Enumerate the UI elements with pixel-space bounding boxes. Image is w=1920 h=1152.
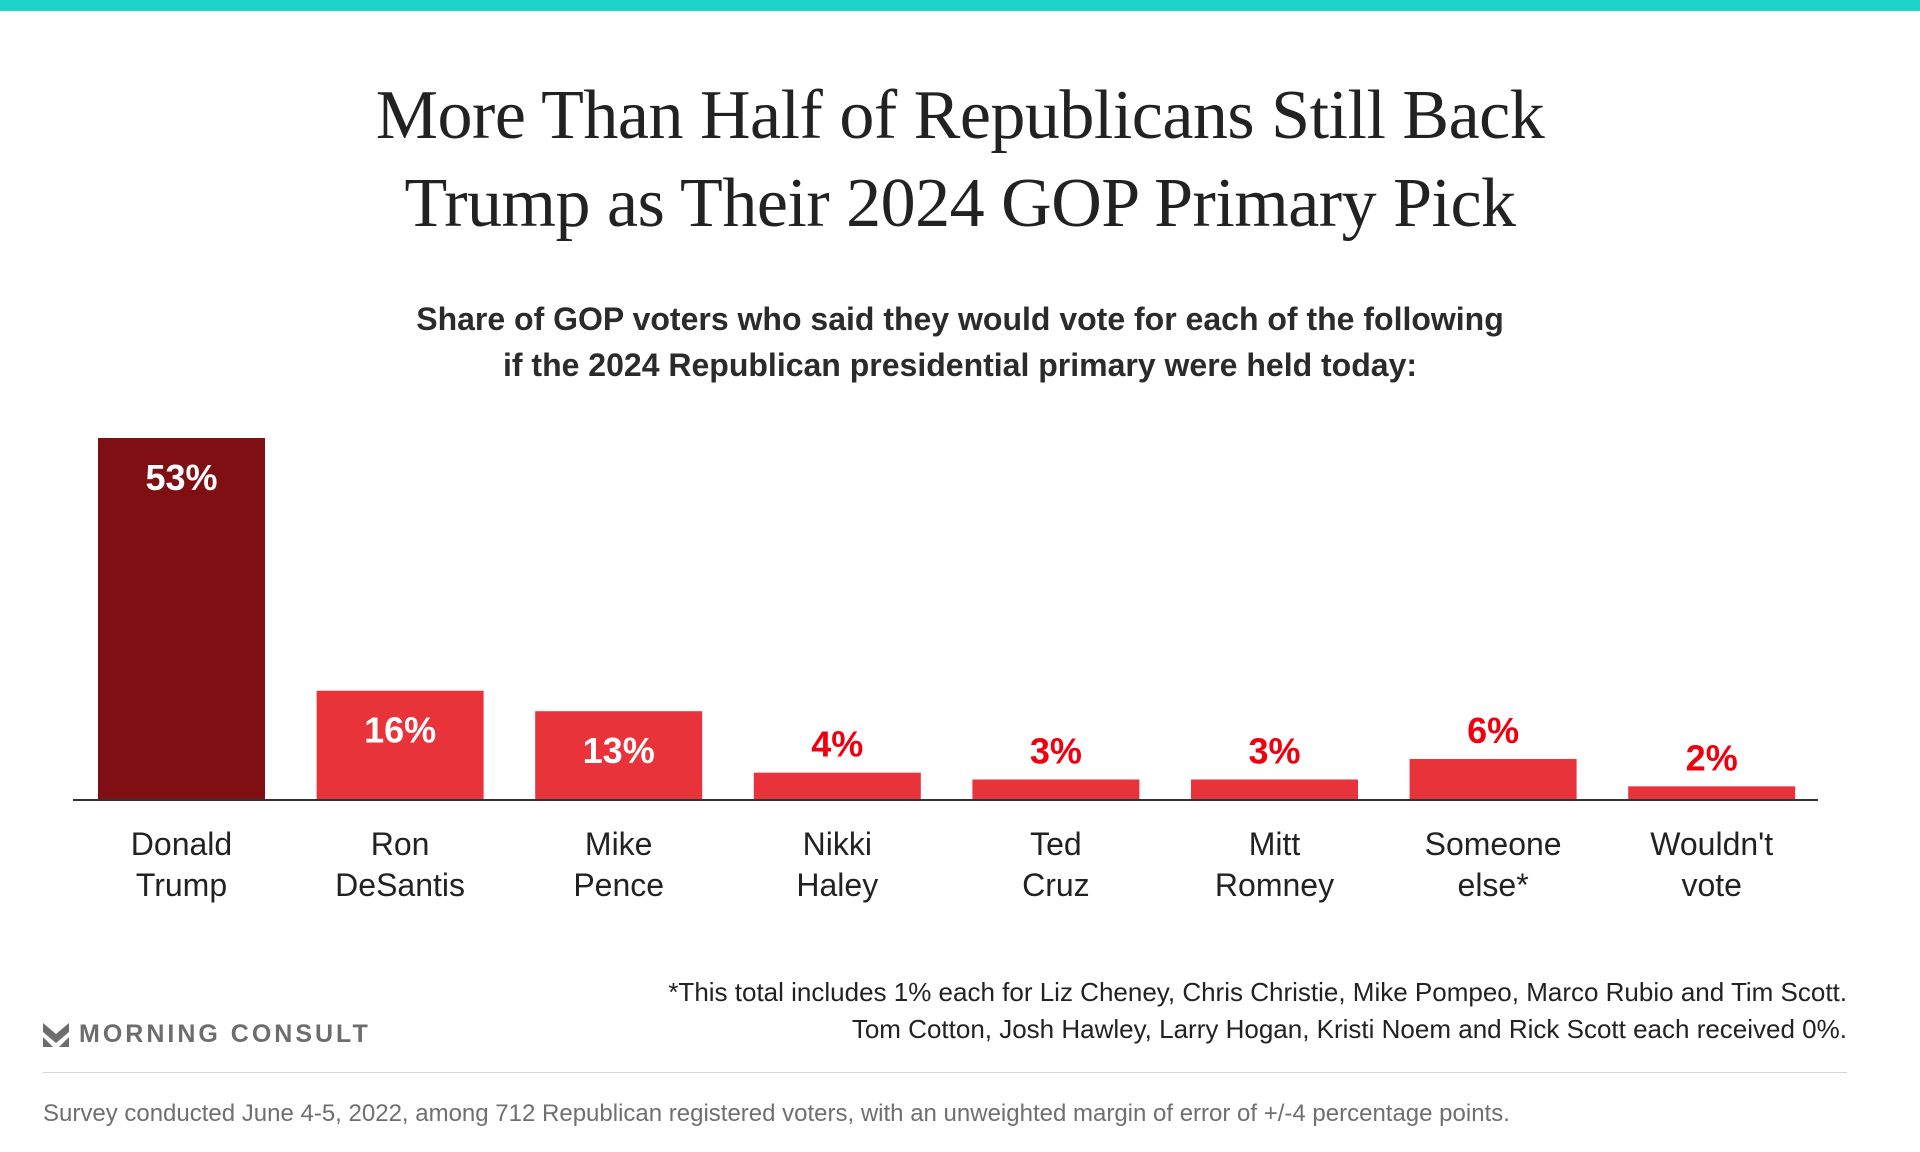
category-label: else* <box>1458 867 1529 903</box>
morning-consult-logo: MORNING CONSULT <box>43 1020 371 1049</box>
category-label: Romney <box>1215 867 1334 903</box>
logo-text: MORNING CONSULT <box>79 1020 371 1048</box>
subtitle-line-2: if the 2024 Republican presidential prim… <box>502 347 1418 383</box>
category-label: Trump <box>136 867 227 903</box>
bar <box>316 690 484 800</box>
category-label: Nikki <box>803 826 872 862</box>
chevron-logo-icon <box>43 1022 69 1047</box>
value-label: 4% <box>811 724 863 765</box>
bar <box>535 711 703 800</box>
bar <box>1628 786 1796 800</box>
bar <box>972 779 1140 800</box>
value-label: 13% <box>583 730 655 771</box>
title-line-1: More Than Half of Republicans Still Back <box>375 77 1545 154</box>
category-label: Ron <box>371 826 430 862</box>
category-label: Haley <box>796 867 878 903</box>
top-accent-bar <box>0 0 1920 11</box>
category-label: Pence <box>573 867 664 903</box>
value-label: 16% <box>364 710 436 751</box>
footnote-line-1: *This total includes 1% each for Liz Che… <box>668 977 1847 1007</box>
category-label: Ted <box>1030 826 1082 862</box>
bar <box>98 438 265 800</box>
bar <box>753 772 921 800</box>
category-label: vote <box>1681 867 1741 903</box>
bar-chart: 53% Donald Trump 16% Ron DeSantis 13% Mike Pence… <box>73 438 1818 903</box>
value-label: 3% <box>1248 731 1300 772</box>
category-label: Cruz <box>1022 867 1090 903</box>
category-label: Someone <box>1425 826 1562 862</box>
category-label: Donald <box>131 826 232 862</box>
divider <box>43 1072 1847 1073</box>
footnote-line-2: Tom Cotton, Josh Hawley, Larry Hogan, Kr… <box>851 1014 1847 1044</box>
value-label: 3% <box>1030 731 1082 772</box>
category-label: Wouldn't <box>1650 826 1773 862</box>
bar <box>1409 759 1577 800</box>
value-label: 2% <box>1686 737 1738 778</box>
bar <box>1191 779 1358 800</box>
title-line-2: Trump as Their 2024 GOP Primary Pick <box>404 165 1516 242</box>
category-label: Mitt <box>1249 826 1301 862</box>
chart-title: More Than Half of Republicans Still Back… <box>0 72 1920 248</box>
chart-subtitle: Share of GOP voters who said they would … <box>0 296 1920 388</box>
category-label: Mike <box>585 826 653 862</box>
source-note: Survey conducted June 4-5, 2022, among 7… <box>43 1100 1510 1127</box>
footnote: *This total includes 1% each for Liz Che… <box>668 974 1847 1048</box>
subtitle-line-1: Share of GOP voters who said they would … <box>416 301 1504 337</box>
value-label: 6% <box>1467 710 1519 751</box>
category-label: DeSantis <box>335 867 465 903</box>
value-label: 53% <box>145 457 217 498</box>
